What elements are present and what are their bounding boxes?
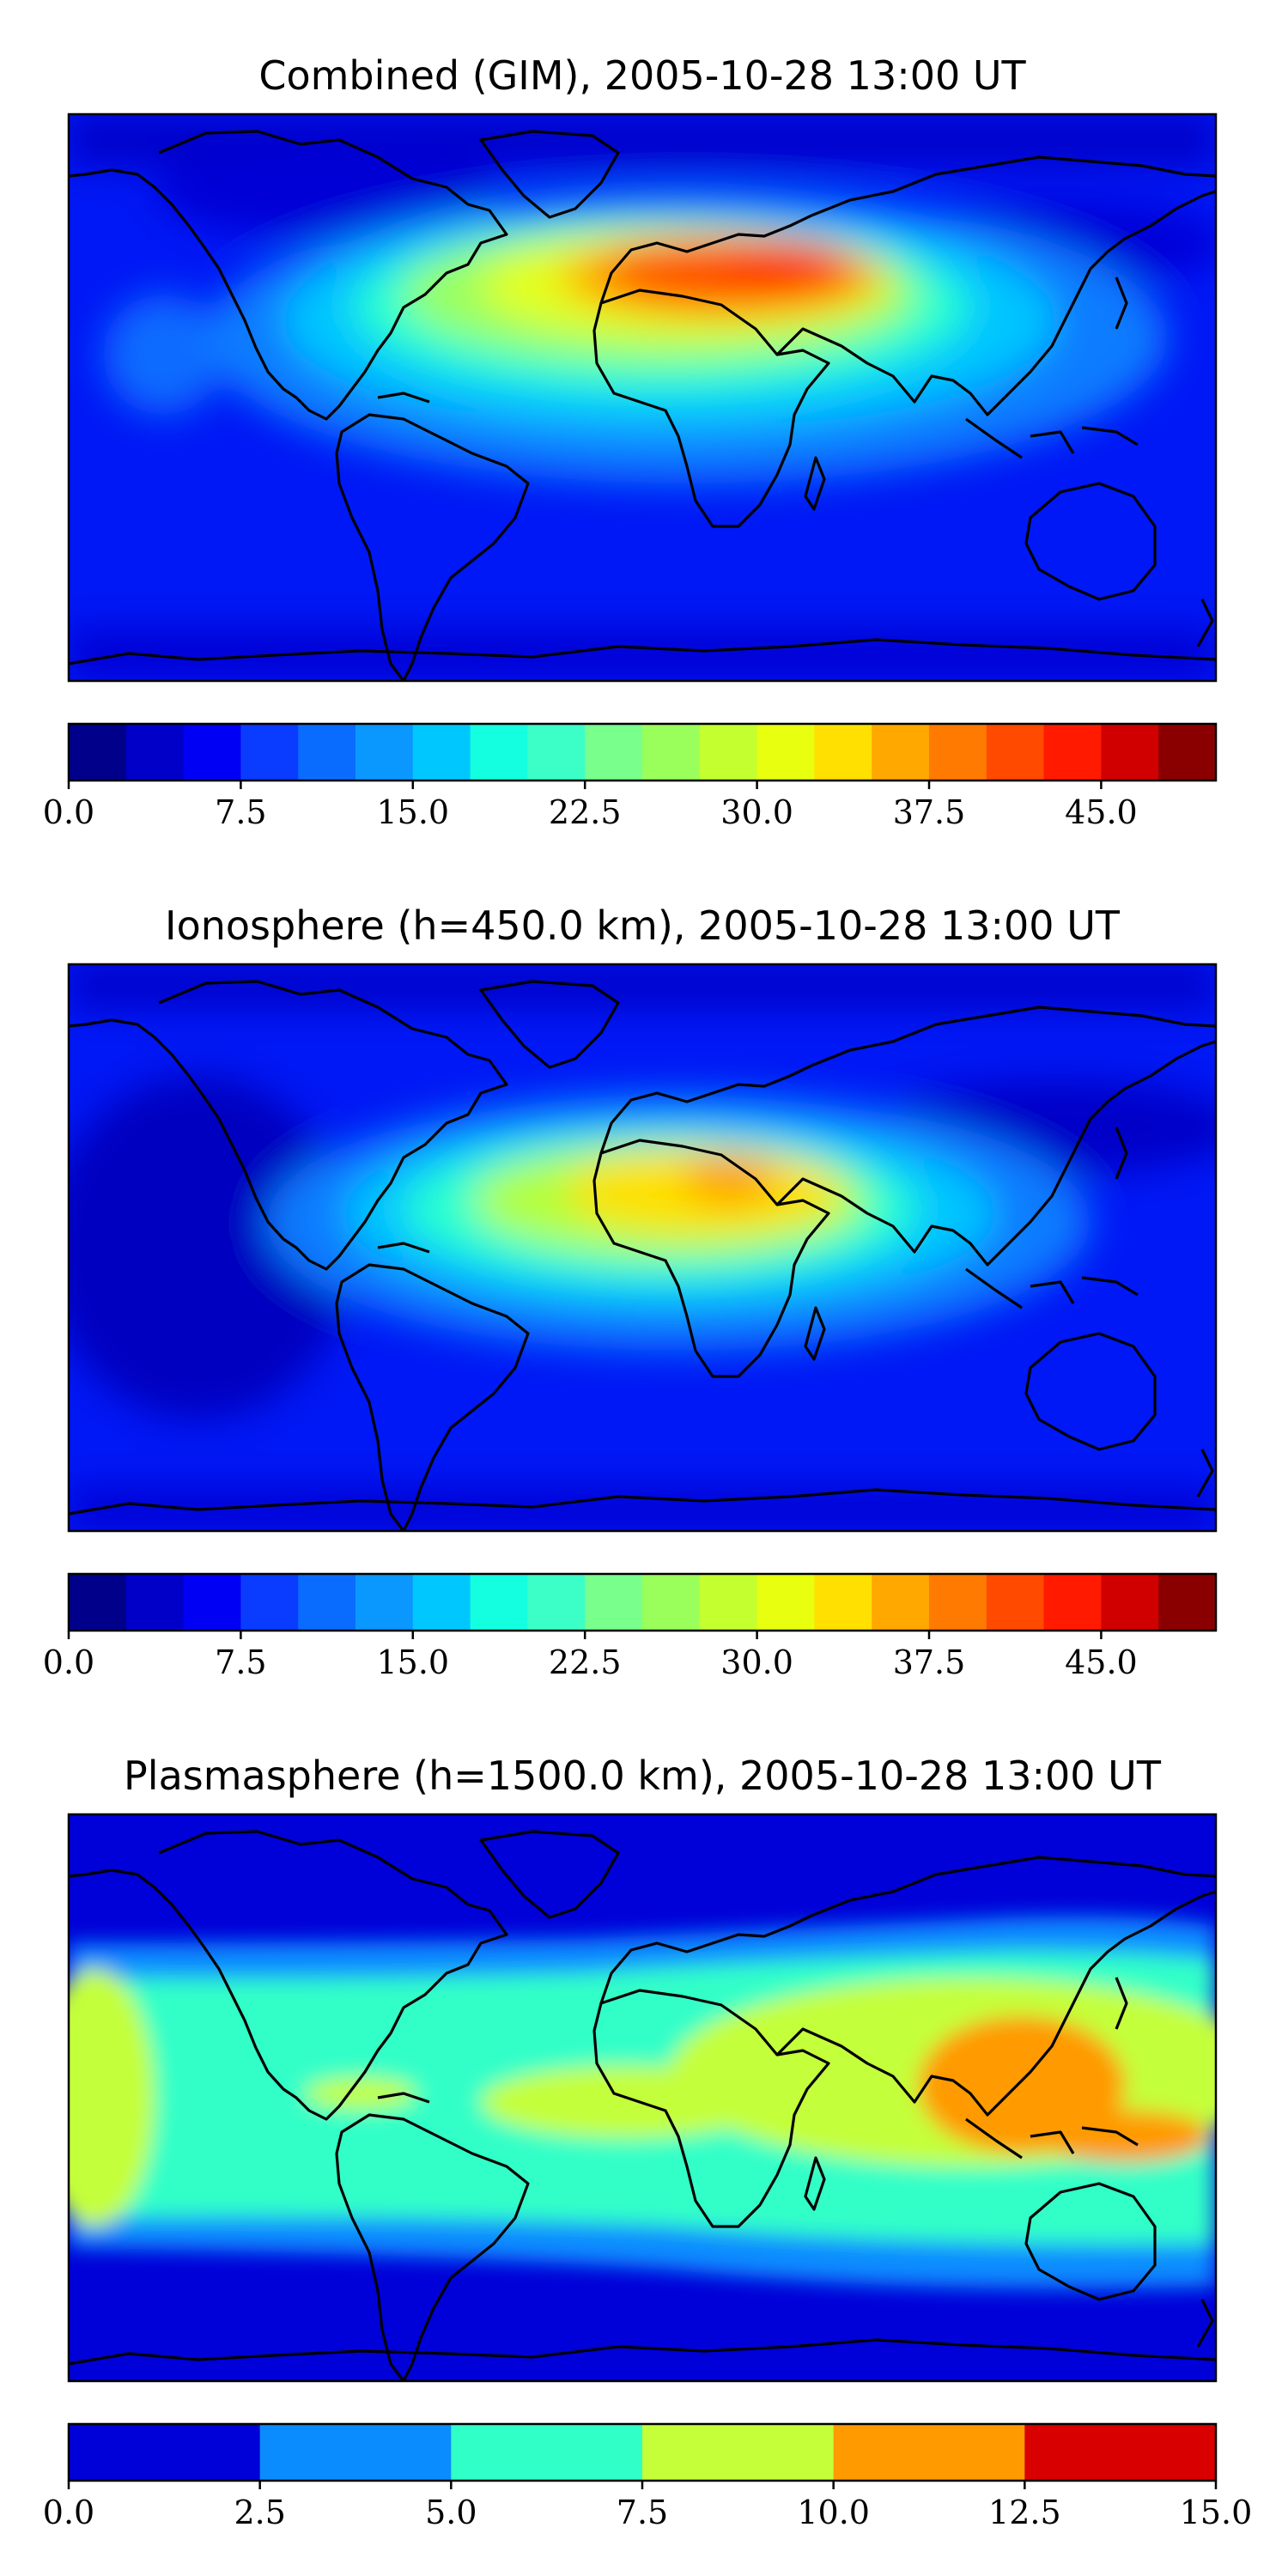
colorbar-segment [298, 1574, 356, 1631]
colorbar-segment [1158, 1574, 1217, 1631]
colorbar-segment [355, 724, 414, 781]
colorbar-tick-label: 22.5 [549, 793, 622, 831]
colorbar-segment [183, 724, 241, 781]
colorbar: 0.0 7.5 15.0 22.5 30.0 37.5 45.0 [43, 722, 1218, 831]
colorbar-tick-label: 15.0 [376, 793, 449, 831]
colorbar-segment [642, 1574, 701, 1631]
field-map [69, 114, 1216, 681]
colorbar-segment [1101, 724, 1159, 781]
colorbar-tick-label: 0.0 [43, 2494, 94, 2531]
colorbar: 0.0 7.5 15.0 22.5 30.0 37.5 45.0 [43, 1572, 1218, 1681]
colorbar-tick-label: 37.5 [893, 1643, 966, 1681]
colorbar-segment [585, 1574, 643, 1631]
colorbar-tick-label: 7.5 [617, 2494, 668, 2531]
field-map [69, 964, 1216, 1531]
colorbar-segment [986, 1574, 1045, 1631]
colorbar-segment [412, 1574, 471, 1631]
colorbar-segment [642, 2424, 835, 2481]
colorbar-segment [298, 724, 356, 781]
colorbar-segment [814, 724, 872, 781]
colorbar-tick-label: 45.0 [1065, 793, 1138, 831]
colorbar-segment [986, 724, 1045, 781]
colorbar-segment [470, 1574, 528, 1631]
colorbar-tick-label: 0.0 [43, 1643, 94, 1681]
colorbar-frame [67, 722, 1218, 782]
colorbar-tick-label: 15.0 [1180, 2494, 1253, 2531]
colorbar-tick-label: 12.5 [988, 2494, 1061, 2531]
colorbar-segment [240, 724, 299, 781]
colorbar-segment [1101, 1574, 1159, 1631]
colorbar-segment [642, 724, 701, 781]
colorbar-tick-label: 37.5 [893, 793, 966, 831]
colorbar-segment [69, 2424, 261, 2481]
colorbar-segment [259, 2424, 452, 2481]
colorbar-segment [1043, 724, 1102, 781]
colorbar-segment [699, 1574, 758, 1631]
colorbar-segment [527, 724, 586, 781]
colorbar-segment [1043, 1574, 1102, 1631]
panel-title: Plasmasphere (h=1500.0 km), 2005-10-28 1… [124, 1753, 1162, 1799]
colorbar-segment [451, 2424, 643, 2481]
colorbar-segment [1024, 2424, 1217, 2481]
colorbar-segment [756, 1574, 815, 1631]
panel-ionosphere: Ionosphere (h=450.0 km), 2005-10-28 13:0… [43, 902, 1218, 1681]
colorbar-tick-label: 2.5 [234, 2494, 285, 2531]
colorbar-segment [872, 724, 930, 781]
colorbar-tick-label: 15.0 [376, 1643, 449, 1681]
colorbar-tick-label: 0.0 [43, 793, 94, 831]
colorbar-segment [183, 1574, 241, 1631]
panel-title: Combined (GIM), 2005-10-28 13:00 UT [258, 52, 1026, 99]
colorbar-segment [125, 724, 185, 781]
colorbar-segment [1158, 724, 1217, 781]
colorbar-tick-label: 22.5 [549, 1643, 622, 1681]
colorbar-segment [470, 724, 528, 781]
colorbar-segment [814, 1574, 872, 1631]
colorbar-segment [527, 1574, 586, 1631]
colorbar-tick-label: 45.0 [1065, 1643, 1138, 1681]
colorbar-tick-label: 7.5 [215, 793, 266, 831]
colorbar-segment [929, 1574, 987, 1631]
panel-combined: Combined (GIM), 2005-10-28 13:00 UT [43, 52, 1218, 831]
colorbar-segment [756, 724, 815, 781]
colorbar-frame [67, 1572, 1218, 1632]
colorbar-segment [699, 724, 758, 781]
colorbar-tick-label: 5.0 [425, 2494, 477, 2531]
colorbar: 0.0 2.5 5.0 7.5 10.0 12.5 15.0 [43, 2422, 1253, 2531]
colorbar-tick-label: 30.0 [720, 793, 793, 831]
colorbar-segment [585, 724, 643, 781]
panel-plasmasphere: Plasmasphere (h=1500.0 km), 2005-10-28 1… [43, 1753, 1253, 2531]
colorbar-segment [240, 1574, 299, 1631]
panel-title: Ionosphere (h=450.0 km), 2005-10-28 13:0… [165, 902, 1121, 949]
colorbar-tick-label: 7.5 [215, 1643, 266, 1681]
colorbar-segment [412, 724, 471, 781]
colorbar-segment [355, 1574, 414, 1631]
colorbar-tick-label: 30.0 [720, 1643, 793, 1681]
colorbar-segment [69, 724, 127, 781]
colorbar-segment [125, 1574, 185, 1631]
field-map [69, 1814, 1216, 2381]
colorbar-segment [872, 1574, 930, 1631]
colorbar-segment [929, 724, 987, 781]
colorbar-segment [69, 1574, 127, 1631]
colorbar-segment [833, 2424, 1025, 2481]
colorbar-tick-label: 10.0 [797, 2494, 870, 2531]
